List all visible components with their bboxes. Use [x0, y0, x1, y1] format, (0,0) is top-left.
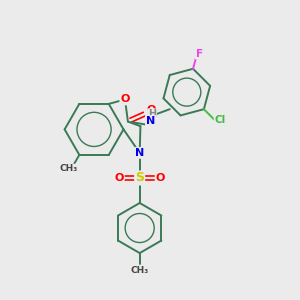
Text: N: N [135, 148, 144, 158]
Text: O: O [156, 173, 165, 183]
Text: S: S [135, 172, 144, 184]
Text: O: O [147, 105, 156, 115]
Text: O: O [120, 94, 130, 104]
Text: CH₃: CH₃ [59, 164, 77, 173]
Text: CH₃: CH₃ [130, 266, 149, 274]
Text: N: N [146, 116, 155, 126]
Text: Cl: Cl [214, 115, 226, 124]
Text: O: O [114, 173, 124, 183]
Text: F: F [196, 49, 203, 58]
Text: H: H [148, 109, 156, 119]
